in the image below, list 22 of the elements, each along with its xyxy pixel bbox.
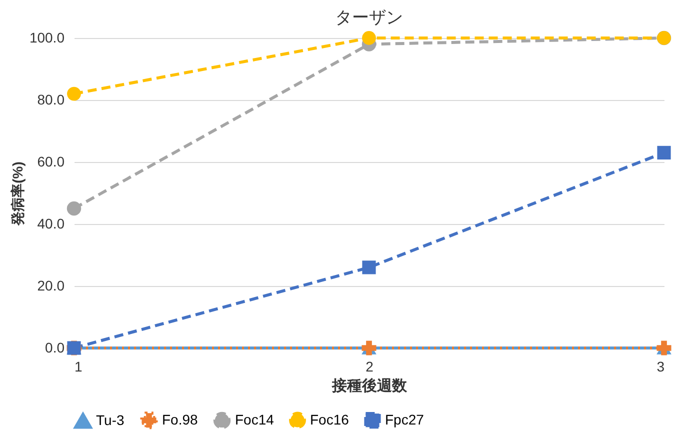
point	[66, 201, 82, 216]
y-tick-label: 20.0	[37, 278, 65, 294]
legend-label: Fpc27	[385, 411, 424, 428]
legend-label: Tu-3	[96, 412, 124, 428]
x-axis-title: 接種後週数	[331, 378, 408, 394]
legend-label: Foc16	[310, 411, 350, 428]
y-tick-label: 60.0	[37, 154, 65, 170]
point	[362, 260, 376, 274]
x-tick-label: 3	[656, 358, 665, 374]
x-tick-label: 2	[366, 358, 374, 374]
legend-label: Fo.98	[162, 411, 198, 428]
chart-title: ターザン	[335, 8, 403, 27]
point	[362, 31, 376, 45]
y-tick-label: 40.0	[37, 216, 65, 232]
legend-label: Foc14	[235, 411, 274, 428]
y-axis-title: 発病率(%)	[9, 162, 26, 226]
x-tick-label: 1	[74, 358, 82, 374]
y-tick-label: 100.0	[29, 30, 65, 46]
y-tick-label: 0.0	[45, 340, 65, 356]
point	[67, 86, 81, 101]
point	[657, 146, 671, 160]
y-tick-label: 80.0	[37, 92, 65, 108]
